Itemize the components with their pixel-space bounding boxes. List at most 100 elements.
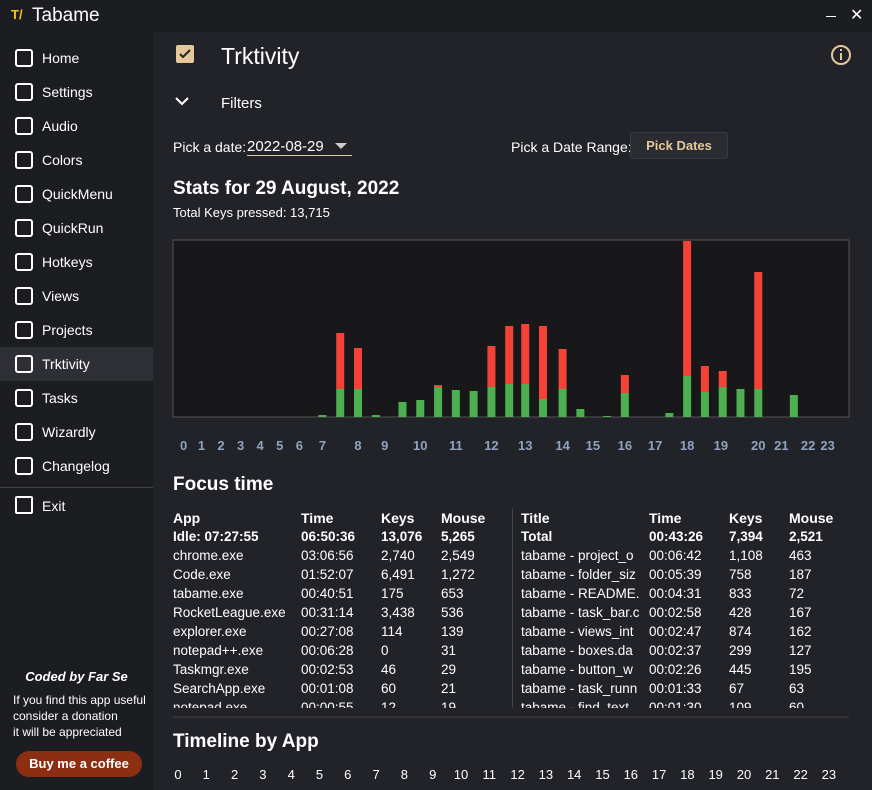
x-tick-label: 15 — [586, 438, 600, 453]
table-cell: 2,521 — [789, 529, 823, 544]
nav-label: Home — [42, 50, 80, 66]
stats-title: Stats for 29 August, 2022 — [173, 178, 400, 199]
checkbox[interactable] — [176, 45, 194, 63]
x-tick-label: 5 — [276, 438, 283, 453]
table-cell: tabame - find_text — [521, 700, 630, 708]
table-cell: 60 — [381, 681, 397, 696]
nav-item[interactable]: Home — [0, 41, 153, 75]
nav-item[interactable]: QuickMenu — [0, 177, 153, 211]
table-cell: 67 — [729, 681, 745, 696]
table-cell: 06:50:36 — [301, 529, 356, 544]
table-cell: 109 — [729, 700, 752, 708]
nav-icon — [15, 389, 33, 407]
nav-item[interactable]: Wizardly — [0, 415, 153, 449]
nav-item[interactable]: Audio — [0, 109, 153, 143]
table-cell: tabame - task_runn — [521, 681, 638, 696]
info-icon[interactable] — [830, 44, 852, 66]
minimize[interactable] — [826, 16, 836, 17]
timeline-hour: 6 — [344, 767, 352, 782]
nav-icon — [15, 83, 33, 101]
nav-icon — [15, 355, 33, 373]
timeline-hour: 3 — [259, 767, 267, 782]
x-tick-label: 19 — [714, 438, 728, 453]
bar-segment — [336, 333, 345, 389]
dropdown-arrow[interactable] — [335, 143, 347, 150]
nav-label: Settings — [42, 84, 93, 100]
nav-item[interactable]: Settings — [0, 75, 153, 109]
x-tick-label: 2 — [217, 438, 224, 453]
focus-table: App Time Keys Mouse Idle: 07:27:55 06:50:36 13… — [173, 508, 503, 708]
separator — [173, 716, 849, 718]
bar-segment — [487, 387, 496, 417]
nav-icon — [15, 151, 33, 169]
timeline-hour: 16 — [623, 767, 639, 782]
nav-icon — [15, 457, 33, 475]
table-cell: 03:06:56 — [301, 548, 354, 563]
bar-segment — [539, 326, 548, 399]
nav-item[interactable]: Colors — [0, 143, 153, 177]
table-cell: 00:02:47 — [649, 624, 702, 639]
focus-table: Title Time Keys Mouse Total 00:43:26 7,394 2,52… — [521, 508, 851, 708]
x-tick-label: 1 — [198, 438, 205, 453]
nav-item[interactable]: Projects — [0, 313, 153, 347]
table-cell: 00:01:33 — [649, 681, 702, 696]
table-cell: 63 — [789, 681, 805, 696]
donation-note: If you find this app useful — [13, 693, 146, 707]
table-cell: 1,272 — [441, 567, 475, 582]
table-cell: 12 — [381, 700, 397, 708]
table-cell: 29 — [441, 662, 457, 677]
timeline-hour: 21 — [765, 767, 780, 782]
x-tick-label: 11 — [449, 438, 463, 453]
table-cell: 445 — [729, 662, 752, 677]
nav-label: Exit — [42, 498, 66, 514]
timeline-hour: 8 — [400, 767, 409, 782]
x-tick-label: 12 — [484, 438, 498, 453]
nav-label: Tasks — [42, 390, 78, 406]
nav-item[interactable]: Tasks — [0, 381, 153, 415]
table-cell: 5,265 — [441, 529, 475, 544]
nav-icon — [15, 49, 33, 67]
table-cell: Idle: 07:27:55 — [173, 529, 259, 544]
table-cell: tabame - boxes.da — [521, 643, 633, 658]
nav-item[interactable]: Changelog — [0, 449, 153, 483]
pick-dates-button[interactable]: Pick Dates — [630, 132, 728, 159]
table-cell: 2,549 — [441, 548, 475, 563]
chart: 0 1 2 3 4 5 6 7 8 9 10 11 12 13 14 15 16 17 18 19 20 21 22 23 — [172, 239, 850, 453]
nav-label: Projects — [42, 322, 93, 338]
nav-item[interactable]: Hotkeys — [0, 245, 153, 279]
x-tick-label: 18 — [680, 438, 694, 453]
nav-item[interactable]: Exit — [0, 488, 153, 522]
nav-icon — [15, 219, 33, 237]
nav-item[interactable]: Trktivity — [0, 347, 153, 381]
timeline-hour: 15 — [595, 767, 610, 782]
timeline-hour: 17 — [651, 767, 667, 782]
timeline-hour: 7 — [372, 767, 380, 782]
chevron[interactable] — [175, 96, 189, 106]
table-cell: 833 — [729, 586, 752, 601]
sidebar: Home Settings Audio Colors QuickMenu QuickRun… — [0, 32, 153, 790]
table-cell: 00:06:28 — [301, 643, 354, 658]
nav-item[interactable]: Views — [0, 279, 153, 313]
bar-segment — [434, 385, 443, 387]
bar-segment — [665, 413, 674, 417]
page-title: Trktivity — [221, 43, 300, 69]
coffee-button[interactable]: Buy me a coffee — [16, 751, 142, 777]
timeline-hour: 11 — [482, 767, 497, 782]
bar-segment — [558, 389, 567, 417]
nav-item[interactable]: QuickRun — [0, 211, 153, 245]
bar-segment — [318, 415, 327, 417]
table-cell: 00:02:26 — [649, 662, 702, 677]
timeline-hour: 0 — [174, 767, 182, 782]
x-tick-label: 20 — [751, 438, 765, 453]
bar-segment — [603, 416, 612, 417]
x-tick-label: 3 — [237, 438, 244, 453]
close[interactable]: ✕ — [850, 7, 864, 24]
date-picker[interactable]: 2022-08-29 — [247, 138, 352, 156]
nav-icon — [15, 321, 33, 339]
bar-segment — [620, 375, 629, 393]
table-cell: 00:31:14 — [301, 605, 354, 620]
table-cell: 162 — [789, 624, 812, 639]
bar-segment — [354, 348, 363, 389]
filters-label[interactable]: Filters — [221, 95, 262, 112]
x-tick-label: 9 — [381, 438, 388, 453]
